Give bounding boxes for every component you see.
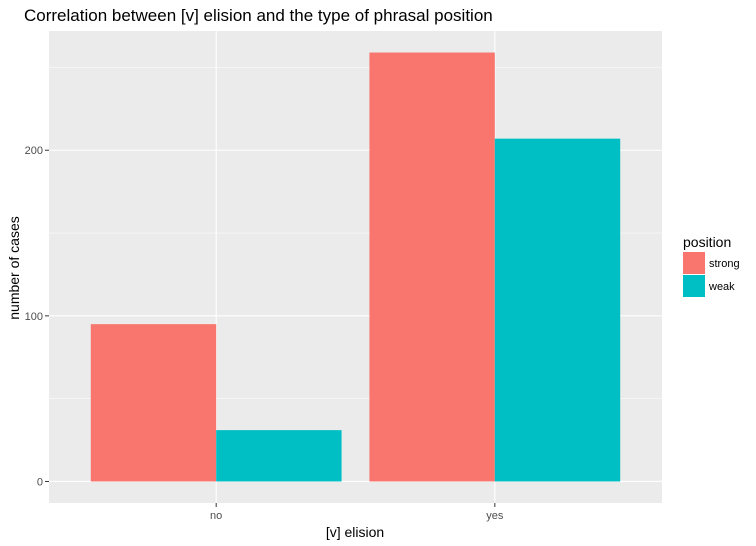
y-tick-label: 100 (25, 311, 43, 323)
legend-items: strong weak (683, 252, 740, 297)
bar-weak-no (216, 430, 342, 482)
legend-key-strong (683, 252, 705, 274)
bar-strong-yes (369, 52, 495, 482)
bar-strong-no (90, 324, 217, 482)
legend-key-weak (683, 275, 705, 297)
y-axis-title: number of cases (6, 216, 22, 320)
legend-label-strong: strong (709, 258, 740, 270)
y-axis-ticks: 0 100 200 (25, 145, 49, 488)
bars (90, 52, 621, 482)
chart-title: Correlation between [v] elision and the … (24, 6, 493, 25)
x-axis-title: [v] elision (326, 524, 384, 540)
x-tick-label: no (210, 510, 222, 522)
legend: position strong weak (683, 234, 740, 297)
legend-title: position (683, 234, 731, 250)
x-axis-ticks: no yes (210, 503, 504, 522)
y-tick-label: 0 (37, 476, 43, 488)
bar-weak-yes (494, 138, 621, 482)
legend-label-weak: weak (708, 281, 735, 293)
y-tick-label: 200 (25, 145, 43, 157)
x-tick-label: yes (486, 510, 504, 522)
